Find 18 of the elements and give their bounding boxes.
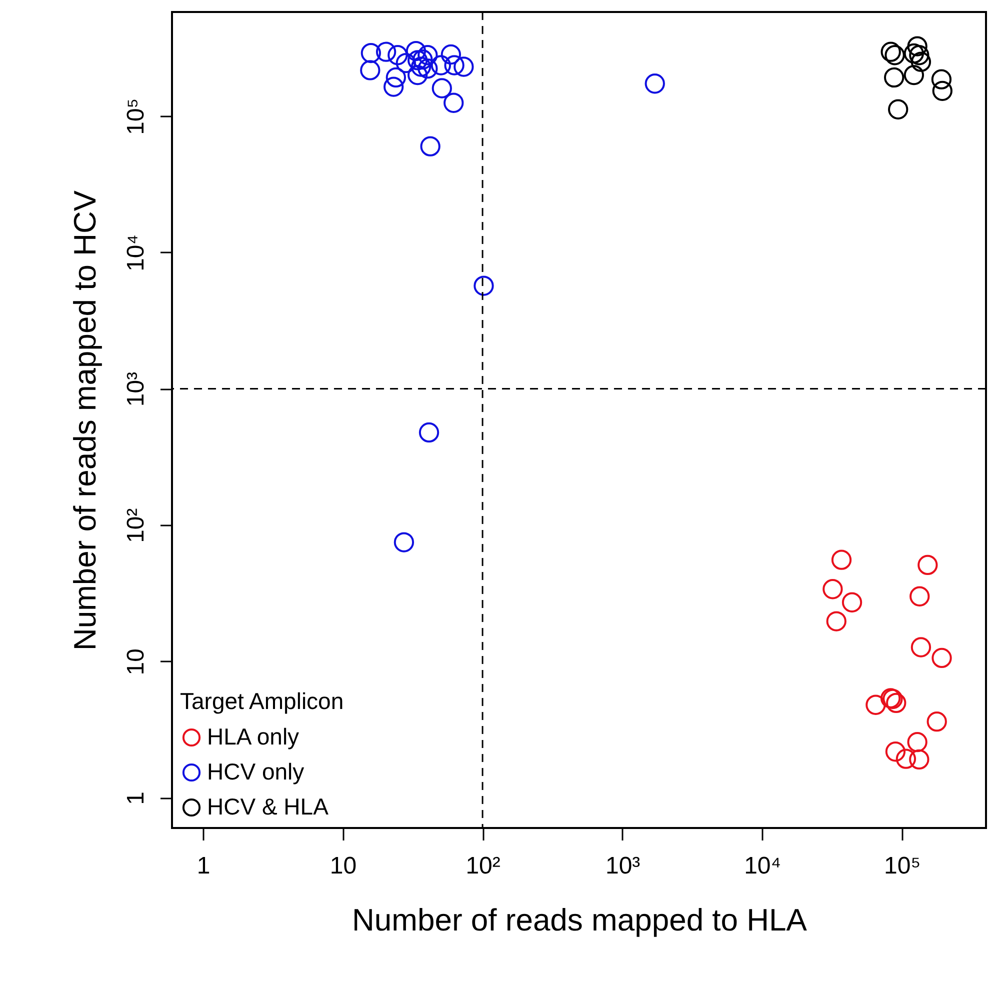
x-tick-label: 10 — [330, 852, 357, 880]
y-tick-label: 1 — [122, 792, 150, 805]
x-tick-label: 10⁴ — [744, 852, 782, 880]
y-tick-label: 10 — [122, 648, 150, 676]
legend-title: Target Amplicon — [180, 688, 344, 714]
legend-label: HCV & HLA — [207, 794, 330, 820]
y-tick-label: 10⁴ — [122, 234, 150, 272]
x-axis-title: Number of reads mapped to HLA — [352, 902, 808, 938]
x-tick-label: 10² — [466, 852, 500, 880]
legend-label: HLA only — [207, 724, 300, 750]
y-axis-title: Number of reads mapped to HCV — [68, 190, 102, 651]
x-tick-label: 10⁵ — [884, 852, 921, 880]
x-tick-label: 10³ — [605, 852, 640, 880]
y-tick-label: 10² — [122, 508, 150, 543]
legend-label: HCV only — [207, 758, 305, 784]
x-tick-label: 1 — [196, 852, 210, 880]
y-tick-label: 10³ — [122, 372, 150, 407]
y-tick-label: 10⁵ — [122, 98, 150, 135]
